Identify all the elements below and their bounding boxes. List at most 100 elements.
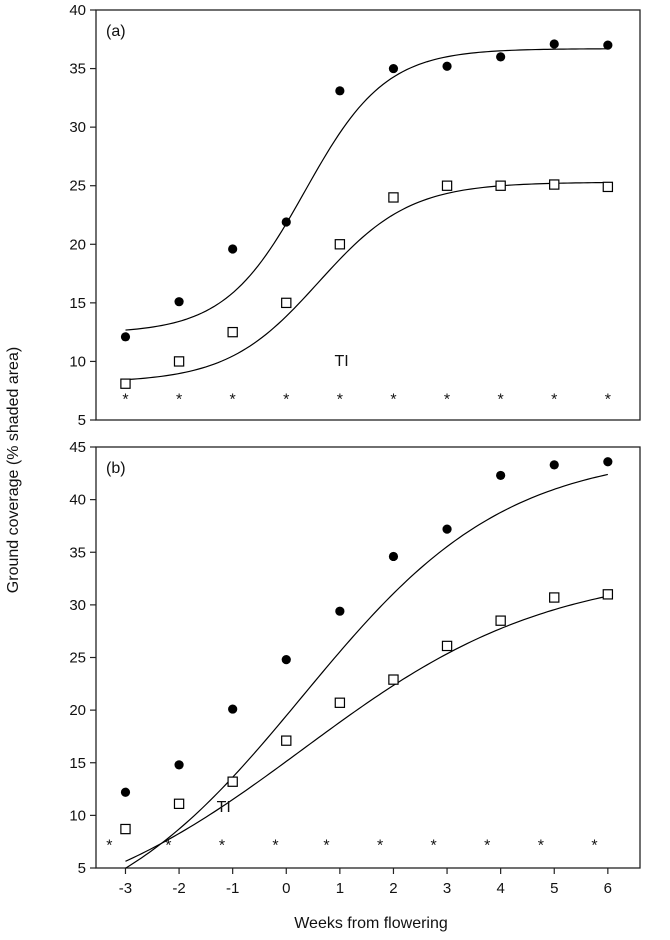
y-tick-label: 40 [69,2,86,19]
y-tick-label: 15 [69,295,86,312]
x-tick-label: 2 [389,880,397,897]
y-tick-label: 30 [69,597,86,614]
significance-star: * [431,838,437,855]
data-point-filled-circle [603,40,613,50]
data-point-open-square [120,823,131,835]
data-point-filled-circle [496,52,506,62]
data-point-filled-circle [335,86,345,96]
fit-curve-filled-series [125,473,608,869]
data-point-open-square [334,697,346,708]
data-point-filled-circle [120,787,131,797]
data-point-open-square [281,735,292,746]
data-point-filled-circle [335,606,345,616]
y-tick-label: 25 [69,178,86,195]
y-tick-label: 20 [69,236,86,253]
y-tick-label: 35 [69,61,86,78]
data-point-filled-circle [388,63,399,74]
data-point-open-square [173,356,185,367]
y-tick-label: 20 [69,702,86,719]
significance-star: * [390,392,396,409]
data-point-filled-circle [174,297,184,307]
significance-star: * [551,392,557,409]
data-point-open-square [602,181,614,193]
data-point-open-square [495,180,506,191]
y-tick-label: 10 [69,353,86,370]
data-point-filled-circle [496,470,506,481]
significance-star: * [605,392,611,409]
data-point-open-square [441,180,453,191]
data-point-filled-circle [549,39,559,49]
y-tick-label: 45 [69,439,86,456]
fit-curve-open-series [125,181,608,381]
y-tick-label: 5 [78,412,86,429]
significance-star: * [323,838,329,855]
significance-star: * [176,392,182,409]
significance-star: * [538,838,544,855]
data-point-open-square [227,776,238,787]
y-tick-label: 30 [69,119,86,136]
y-tick-label: 10 [69,807,86,824]
data-point-filled-circle [603,457,613,467]
significance-star: * [498,392,504,409]
significance-star: * [444,392,450,409]
x-tick-label: 4 [496,880,504,897]
significance-star: * [106,838,112,855]
x-tick-label: -2 [172,880,185,897]
fit-curve-open-series [125,595,608,862]
significance-star: * [165,838,171,855]
panel-a: 5 10 15 20 25 30 35 40 (a) TI * * * * * * * * * * [69,2,641,429]
significance-star: * [122,392,128,409]
data-point-filled-circle [281,217,291,227]
data-point-filled-circle [442,524,452,534]
y-tick-label: 25 [69,650,86,667]
data-point-filled-circle [120,332,131,342]
y-tick-label: 35 [69,544,86,561]
significance-star: * [283,392,289,409]
x-tick-label: 0 [282,880,290,897]
y-tick-label: 40 [69,492,86,509]
x-tick-label: 3 [443,880,451,897]
significance-star: * [230,392,236,409]
data-point-open-square [227,326,238,338]
annotation-ti: TI [217,799,231,816]
x-axis-title: Weeks from flowering [294,915,448,932]
significance-star: * [377,838,383,855]
data-point-filled-circle [442,61,452,71]
x-tick-label: 5 [550,880,558,897]
significance-star: * [219,838,225,855]
data-point-open-square [549,179,560,190]
significance-star: * [484,838,490,855]
y-tick-label: 15 [69,755,86,772]
data-point-filled-circle [228,244,238,254]
y-tick-label: 5 [78,860,86,877]
data-point-filled-circle [549,460,559,470]
data-point-open-square [495,615,506,626]
data-point-open-square [549,592,560,603]
panel-label: (a) [106,23,126,40]
data-point-open-square [120,378,131,389]
data-point-open-square [388,674,399,685]
x-tick-label: -3 [119,880,132,897]
data-point-open-square [441,640,453,652]
data-point-filled-circle [281,655,291,665]
data-point-open-square [173,798,185,809]
x-tick-label: -1 [226,880,239,897]
fit-curve-filled-series [125,48,608,331]
data-point-open-square [281,297,292,309]
significance-star: * [272,838,278,855]
significance-star: * [591,838,597,855]
x-tick-label: 1 [336,880,344,897]
data-point-filled-circle [174,760,184,770]
data-point-open-square [334,239,346,250]
data-point-filled-circle [228,704,238,714]
annotation-ti: TI [335,353,349,370]
data-point-open-square [388,192,399,203]
data-point-filled-circle [388,551,399,562]
x-tick-label: 6 [604,880,612,897]
plot-frame [95,9,641,421]
panel-label: (b) [106,460,126,477]
significance-star: * [337,392,343,409]
data-point-open-square [602,589,614,600]
